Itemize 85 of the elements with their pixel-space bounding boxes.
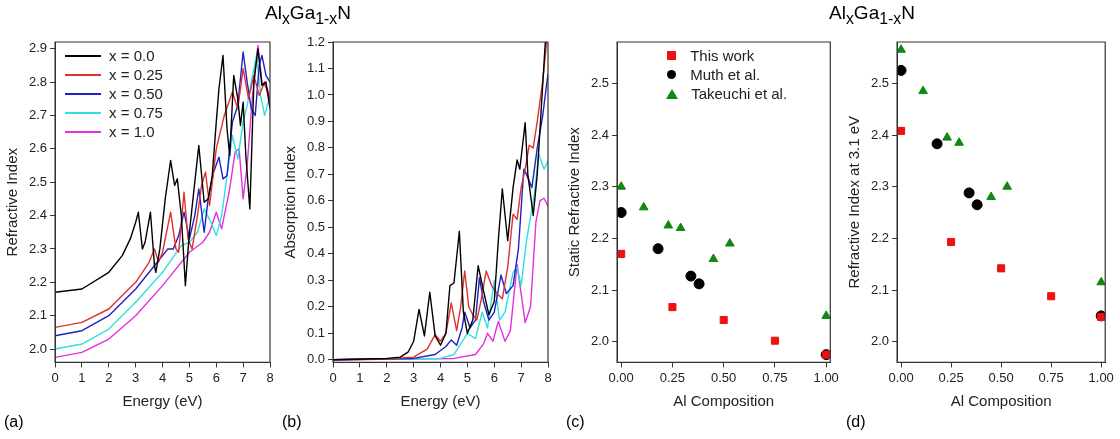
x-tick-label: 0.75 — [762, 369, 788, 385]
y-tick-label: 0.7 — [306, 165, 326, 181]
x-tick-label: 0.25 — [938, 369, 964, 385]
text: (d) — [846, 413, 866, 431]
y-tick-label: 2.1 — [28, 307, 48, 323]
y-tick-label: 2.2 — [870, 229, 890, 245]
x-tick-label: 8 — [266, 369, 274, 385]
y-tick-label: 2.4 — [590, 126, 610, 142]
y-tick-label: 2.9 — [28, 40, 48, 56]
y-axis-title: Refractive Index — [3, 147, 21, 257]
x-tick-label: 1.00 — [813, 369, 839, 385]
x-axis-title: Al Composition — [673, 392, 775, 410]
x-tick-label: 0.00 — [888, 369, 914, 385]
y-axis-title: Absorption Index — [281, 145, 299, 259]
x-tick-label: 4 — [158, 369, 167, 385]
y-tick-label: 1.2 — [306, 33, 326, 49]
x-tick-label: 8 — [544, 369, 552, 385]
y-tick-label: 1.0 — [306, 86, 326, 102]
y-tick-label: 2.5 — [590, 74, 610, 90]
y-tick-label: 0.2 — [306, 298, 326, 314]
y-tick-label: 0.8 — [306, 139, 326, 155]
y-axis-title: Refractive Index at 3.1 eV — [845, 115, 863, 289]
text: (c) — [566, 413, 585, 431]
legend-label: x = 0.0 — [109, 46, 155, 65]
x-tick-label: 7 — [517, 369, 525, 385]
x-tick-label: 5 — [185, 369, 194, 385]
y-tick-label: 2.1 — [590, 281, 610, 297]
y-tick-label: 2.4 — [28, 207, 48, 223]
x-tick-label: 2 — [383, 369, 391, 385]
y-tick-label: 2.2 — [590, 229, 610, 245]
y-tick-label: 2.3 — [870, 178, 890, 194]
y-tick-label: 0.6 — [306, 192, 326, 208]
chart-title: Al$_{x}$Ga$_{1-x}$N — [264, 2, 352, 28]
y-tick-label: 0.5 — [306, 218, 326, 234]
y-tick-label: 2.0 — [590, 333, 610, 349]
y-tick-label: 2.6 — [28, 140, 48, 156]
y-tick-label: 2.3 — [590, 178, 610, 194]
x-tick-label: 6 — [212, 369, 220, 385]
y-tick-label: 2.3 — [28, 240, 48, 256]
y-tick-label: 2.8 — [28, 73, 48, 89]
legend-label: x = 0.75 — [109, 103, 163, 122]
y-tick-label: 2.2 — [28, 273, 48, 289]
y-tick-label: 2.4 — [870, 126, 890, 142]
legend-label: Muth et al. — [690, 65, 761, 84]
legend-label: x = 1.0 — [109, 122, 155, 141]
legend-label: Takeuchi et al. — [691, 84, 788, 103]
x-tick-label: 5 — [463, 369, 472, 385]
legend-label: This work — [690, 46, 755, 65]
y-tick-label: 2.5 — [870, 74, 890, 90]
x-tick-label: 0.75 — [1038, 369, 1064, 385]
x-tick-label: 1.00 — [1088, 369, 1114, 385]
x-axis-title: Al Composition — [950, 392, 1052, 410]
y-tick-label: 1.1 — [306, 60, 326, 76]
x-tick-label: 0 — [329, 369, 337, 385]
x-tick-label: 0.50 — [711, 369, 737, 385]
x-tick-label: 6 — [490, 369, 498, 385]
x-tick-label: 0 — [51, 369, 59, 385]
x-tick-label: 1 — [78, 369, 86, 385]
x-axis-title: Energy (eV) — [400, 392, 481, 410]
x-tick-label: 0.00 — [608, 369, 634, 385]
x-tick-label: 4 — [436, 369, 445, 385]
text: (b) — [282, 413, 302, 431]
x-tick-label: 3 — [410, 369, 418, 385]
x-axis-title: Energy (eV) — [122, 392, 203, 410]
legend-label: x = 0.25 — [109, 65, 163, 84]
y-tick-label: 0.9 — [306, 113, 326, 129]
y-tick-label: 2.1 — [870, 281, 890, 297]
y-tick-label: 0.4 — [306, 245, 326, 261]
x-tick-label: 2 — [105, 369, 113, 385]
y-tick-label: 0.0 — [306, 351, 326, 367]
text: (a) — [4, 413, 24, 431]
y-tick-label: 2.0 — [28, 340, 48, 356]
x-tick-label: 7 — [239, 369, 247, 385]
y-tick-label: 2.7 — [28, 107, 48, 122]
y-tick-label: 0.1 — [306, 324, 326, 340]
y-tick-label: 2.0 — [870, 333, 890, 349]
x-tick-label: 1 — [356, 369, 364, 385]
y-axis-title: Static Refractive Index — [565, 126, 583, 278]
x-tick-label: 0.50 — [988, 369, 1014, 385]
x-tick-label: 3 — [132, 369, 140, 385]
y-tick-label: 2.5 — [28, 173, 48, 189]
y-tick-label: 0.3 — [306, 271, 326, 287]
text: Al$_{x}$Ga$_{1-x}$N — [828, 2, 916, 28]
x-tick-label: 0.25 — [659, 369, 686, 385]
legend-label: x = 0.50 — [109, 84, 163, 103]
